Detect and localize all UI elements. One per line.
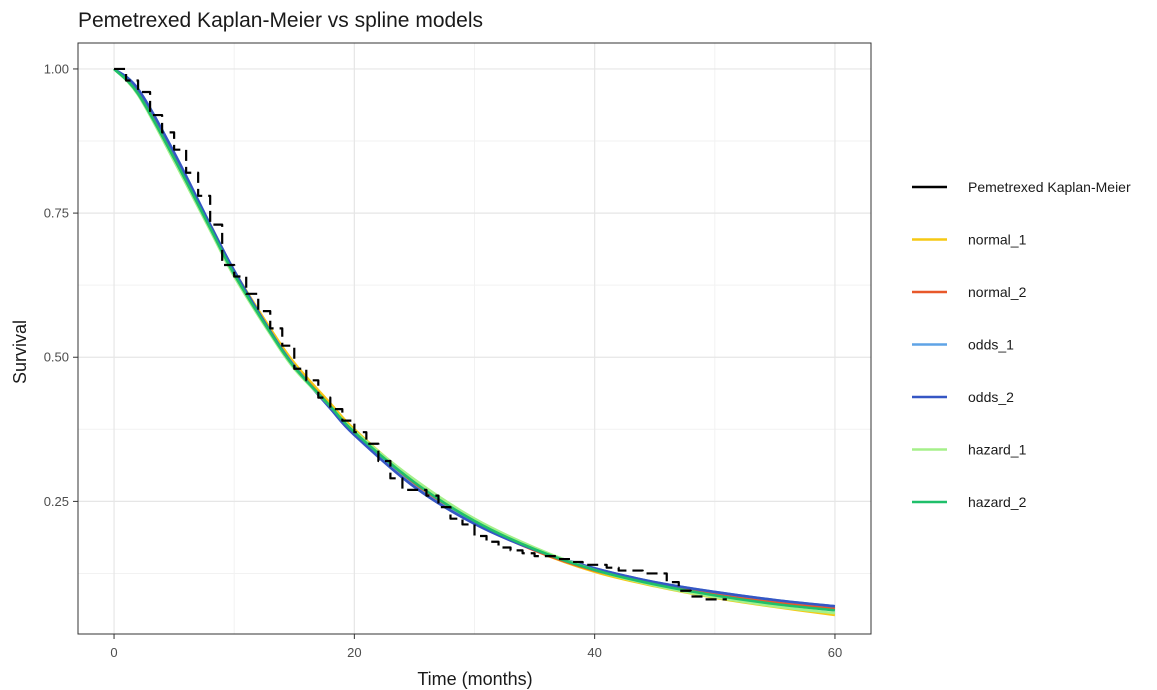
- plot-lines: [113, 67, 836, 617]
- legend-item-hazard-2: hazard_2: [912, 494, 1027, 510]
- chart-title: Pemetrexed Kaplan-Meier vs spline models: [78, 9, 483, 32]
- legend-item-pemetrexed-kaplan-meier: Pemetrexed Kaplan-Meier: [912, 179, 1131, 195]
- legend-item-normal-2: normal_2: [912, 284, 1027, 300]
- legend-item-normal-1: normal_1: [912, 232, 1027, 248]
- legend-item-odds-1: odds_1: [912, 337, 1014, 353]
- y-tick-label: 0.75: [44, 206, 69, 221]
- series-line-pemetrexed-kaplan-meier: [114, 67, 727, 601]
- x-tick-label: 0: [110, 645, 117, 660]
- legend-item-odds-2: odds_2: [912, 389, 1014, 405]
- y-tick-label: 0.25: [44, 494, 69, 509]
- legend: Pemetrexed Kaplan-Meier normal_1 normal_2o…: [912, 179, 1131, 510]
- panel-border: [77, 42, 872, 635]
- x-tick-label: 20: [347, 645, 361, 660]
- legend-label: Pemetrexed Kaplan-Meier: [968, 179, 1131, 195]
- legend-label: normal_2: [968, 284, 1027, 300]
- legend-label: hazard_2: [968, 494, 1027, 510]
- legend-label: odds_1: [968, 337, 1014, 353]
- x-tick-label: 60: [828, 645, 842, 660]
- grid: [78, 43, 871, 634]
- y-tick-label: 0.50: [44, 350, 69, 365]
- y-tick-label: 1.00: [44, 61, 69, 76]
- y-axis-title: Survival: [10, 320, 30, 384]
- legend-label: normal_1: [968, 232, 1027, 248]
- series-line-odds-2: [113, 67, 836, 608]
- axes: 0 20 40 60 0.25 0.50 0.75 1.00: [44, 61, 843, 660]
- legend-label: odds_2: [968, 389, 1014, 405]
- legend-item-hazard-1: hazard_1: [912, 442, 1027, 458]
- x-tick-label: 40: [587, 645, 601, 660]
- legend-label: hazard_1: [968, 442, 1027, 458]
- x-axis-title: Time (months): [417, 669, 532, 689]
